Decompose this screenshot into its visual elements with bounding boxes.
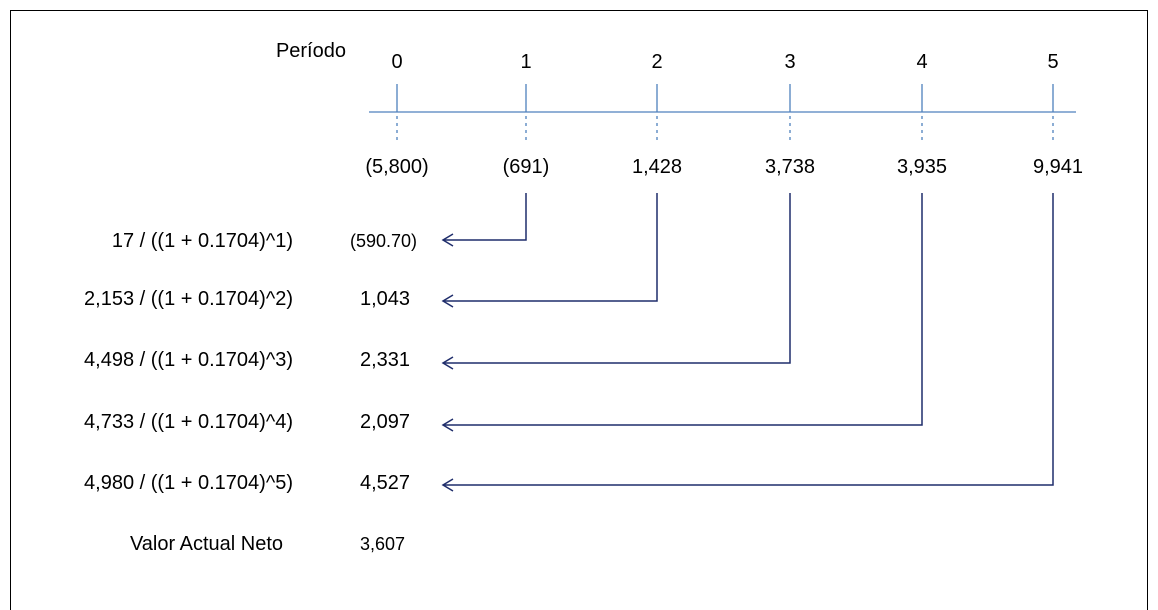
period-label: 0	[391, 51, 402, 73]
period-label: 4	[916, 51, 927, 73]
connector-line	[444, 193, 658, 302]
discount-formula: 2,153 / ((1 + 0.1704)^2)	[84, 288, 293, 310]
cash-flow-value: (5,800)	[365, 156, 428, 178]
discount-formula: 4,980 / ((1 + 0.1704)^5)	[84, 472, 293, 494]
connector-line	[444, 193, 791, 364]
connector-line	[444, 193, 1054, 486]
discount-formula: 4,498 / ((1 + 0.1704)^3)	[84, 349, 293, 371]
arrowhead	[441, 233, 454, 247]
period-label: 2	[651, 51, 662, 73]
present-value: 2,097	[360, 411, 410, 433]
connector-line	[444, 193, 923, 426]
cash-flow-value: 3,935	[897, 156, 947, 178]
connector-line	[444, 193, 527, 241]
discount-formula: 17 / ((1 + 0.1704)^1)	[112, 230, 293, 252]
period-label: 3	[784, 51, 795, 73]
present-value: 1,043	[360, 288, 410, 310]
cash-flow-value: (691)	[503, 156, 550, 178]
arrowhead	[441, 478, 454, 492]
arrowhead	[441, 294, 454, 308]
arrowhead	[441, 418, 454, 432]
present-value: 2,331	[360, 349, 410, 371]
present-value: 4,527	[360, 472, 410, 494]
cash-flow-value: 1,428	[632, 156, 682, 178]
cash-flow-value: 3,738	[765, 156, 815, 178]
discount-formula: 4,733 / ((1 + 0.1704)^4)	[84, 411, 293, 433]
present-value: (590.70)	[350, 231, 417, 251]
npv-label: Valor Actual Neto	[130, 533, 283, 555]
cash-flow-value: 9,941	[1033, 156, 1083, 178]
diagram-frame	[10, 10, 1148, 610]
period-label: 1	[520, 51, 531, 73]
arrowhead	[441, 356, 454, 370]
npv-value: 3,607	[360, 534, 405, 554]
period-label: 5	[1047, 51, 1058, 73]
period-title: Período	[276, 40, 346, 62]
